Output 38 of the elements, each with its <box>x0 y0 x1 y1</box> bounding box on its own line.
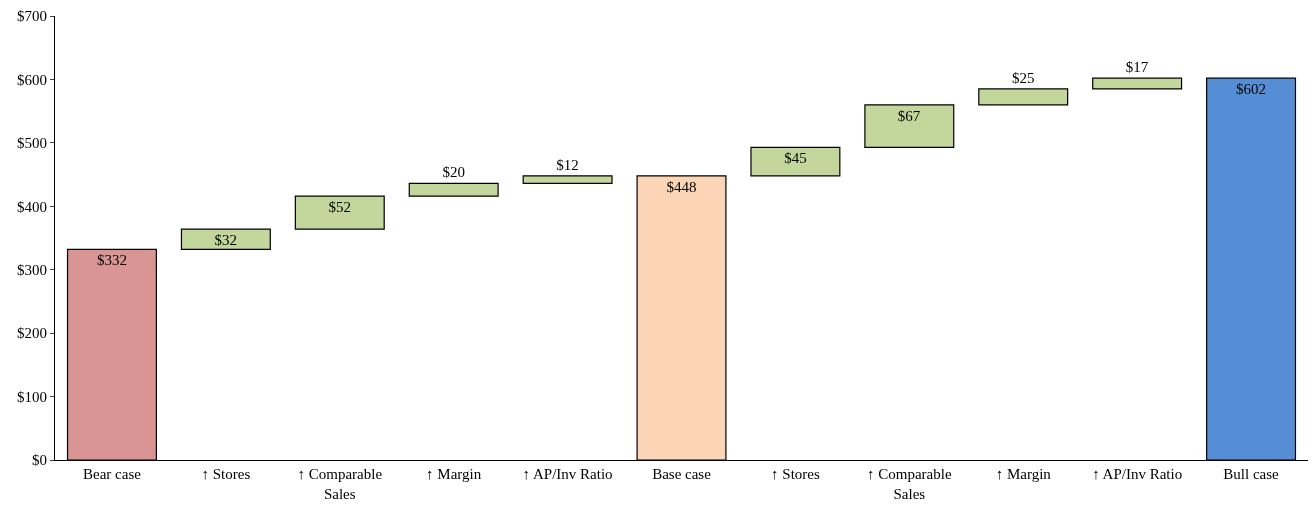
data-label: $448 <box>666 178 697 195</box>
bar <box>522 175 613 185</box>
x-tick-label: ↑ Margin <box>995 466 1052 482</box>
x-tick-label: ↑ Comparable Sales <box>867 466 952 502</box>
bar <box>180 228 271 251</box>
bar <box>408 182 499 197</box>
data-label: $17 <box>1125 59 1149 76</box>
data-label: $32 <box>214 232 238 249</box>
x-tick-label: Bear case <box>83 466 142 482</box>
data-label: $602 <box>1236 81 1267 98</box>
y-tick-label: $700 <box>17 8 47 25</box>
x-tick-label: Base case <box>652 466 712 482</box>
bar <box>1092 77 1183 90</box>
data-label: $20 <box>442 164 465 181</box>
x-tick-label: ↑ AP/Inv Ratio <box>522 466 613 482</box>
data-label: $67 <box>897 107 921 124</box>
data-label: $12 <box>556 156 579 173</box>
bar <box>864 104 955 148</box>
x-tick-label: ↑ Stores <box>201 466 251 482</box>
data-label: $52 <box>328 199 352 216</box>
y-tick-label: $100 <box>17 388 47 405</box>
x-tick-label: ↑ Margin <box>426 466 482 482</box>
y-tick-label: $200 <box>17 325 47 342</box>
bar <box>750 146 841 177</box>
y-tick-label: $300 <box>17 261 47 278</box>
y-tick-label: $0 <box>32 452 47 469</box>
data-label: $45 <box>784 150 807 167</box>
x-tick-label: ↑ Stores <box>771 466 820 482</box>
data-label: $332 <box>96 252 127 269</box>
bar <box>978 88 1069 106</box>
x-tick-label: ↑ Comparable Sales <box>297 466 383 502</box>
y-tick-label: $400 <box>17 198 47 215</box>
data-label: $25 <box>1011 69 1035 86</box>
x-tick-label: ↑ AP/Inv Ratio <box>1092 466 1183 482</box>
y-tick-label: $600 <box>17 71 47 88</box>
y-tick-label: $500 <box>17 135 47 152</box>
bar <box>294 195 385 230</box>
x-tick-label: Bull case <box>1223 466 1280 482</box>
